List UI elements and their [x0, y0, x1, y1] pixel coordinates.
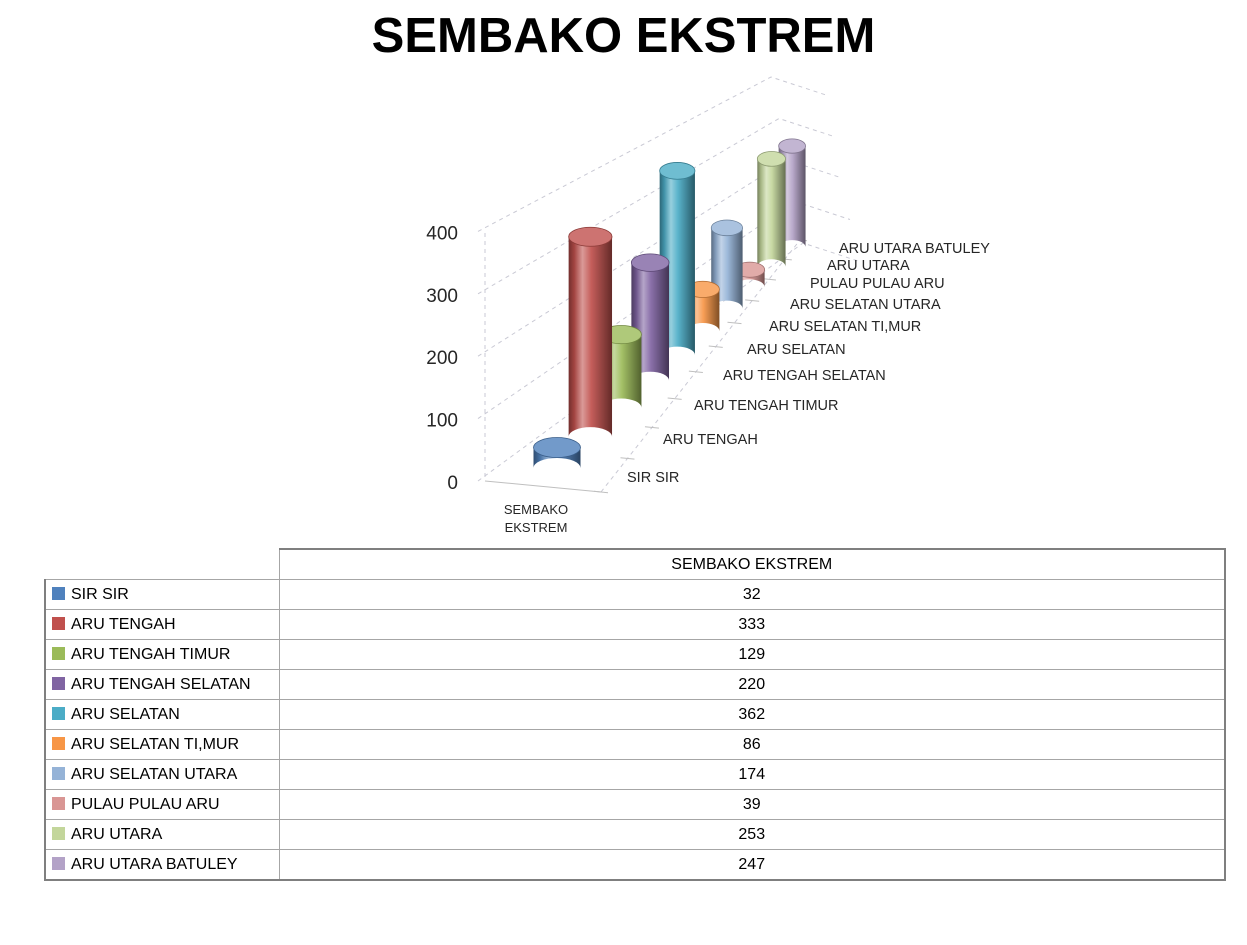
table-row: ARU TENGAH 333 — [44, 609, 1226, 640]
gridline — [477, 117, 835, 295]
tick-mark — [620, 457, 635, 460]
legend-swatch-icon — [52, 766, 65, 780]
category-label: ARU TENGAH TIMUR — [694, 398, 838, 414]
table-row: ARU UTARA 253 — [44, 819, 1226, 850]
row-label: ARU UTARA BATULEY — [71, 855, 238, 873]
gridline — [477, 76, 827, 232]
row-label: SIR SIR — [71, 585, 129, 603]
category-label: PULAU PULAU ARU — [810, 276, 945, 292]
row-value: 86 — [278, 729, 1226, 760]
row-label: ARU TENGAH SELATAN — [71, 675, 251, 693]
category-label: ARU UTARA — [827, 258, 910, 274]
table-row: ARU SELATAN 362 — [44, 699, 1226, 730]
row-label: ARU UTARA — [71, 825, 163, 843]
row-value: 333 — [278, 609, 1226, 640]
category-label: ARU SELATAN UTARA — [790, 297, 941, 313]
row-value: 174 — [278, 759, 1226, 790]
table-row: SIR SIR 32 — [44, 579, 1226, 610]
table-row: ARU UTARA BATULEY 247 — [44, 849, 1226, 881]
legend-swatch-icon — [52, 676, 65, 690]
y-axis-label: 200 — [426, 348, 458, 369]
table-row: ARU SELATAN TI,MUR 86 — [44, 729, 1226, 760]
row-label-cell: ARU TENGAH SELATAN — [44, 669, 280, 700]
row-label-cell: ARU UTARA — [44, 819, 280, 850]
legend-swatch-icon — [52, 736, 65, 750]
category-axis-line — [600, 239, 801, 493]
row-label: ARU SELATAN — [71, 705, 180, 723]
cylinder-top — [778, 138, 806, 154]
tick-mark — [727, 321, 742, 325]
table-corner-cell — [45, 549, 279, 580]
data-table: SEMBAKO EKSTREM SIR SIR 32 ARU TENGAH 333 AR… — [44, 548, 1226, 881]
row-value: 362 — [278, 699, 1226, 730]
row-value: 129 — [278, 639, 1226, 670]
legend-swatch-icon — [52, 856, 65, 870]
cylinder-top — [533, 437, 581, 458]
category-label: SIR SIR — [627, 470, 679, 486]
bar-chart-3d: 0 100 200 300 400 SIR SIR ARU TENGAH ARU TENGAH… — [426, 76, 990, 535]
cylinder-top — [568, 226, 613, 247]
row-value: 220 — [278, 669, 1226, 700]
row-value: 247 — [278, 849, 1226, 881]
legend-swatch-icon — [52, 706, 65, 720]
y-axis-label: 300 — [426, 286, 458, 307]
chart-title: SEMBAKO EKSTREM — [371, 9, 876, 63]
cylinder-top — [659, 162, 696, 180]
table-header-cell: SEMBAKO EKSTREM — [278, 548, 1226, 580]
table-row: ARU TENGAH TIMUR 129 — [44, 639, 1226, 670]
category-label: ARU SELATAN TI,MUR — [769, 319, 921, 335]
y-axis-label: 100 — [426, 411, 458, 432]
row-label: ARU SELATAN TI,MUR — [71, 735, 240, 753]
cylinder-top — [710, 219, 743, 237]
tick-mark — [667, 397, 682, 400]
category-label: ARU UTARA BATULEY — [839, 241, 990, 257]
row-label-cell: ARU UTARA BATULEY — [44, 849, 280, 881]
legend-swatch-icon — [52, 616, 65, 630]
category-label: ARU SELATAN — [747, 342, 846, 358]
row-value: 32 — [278, 579, 1226, 610]
category-label: ARU TENGAH SELATAN — [723, 368, 886, 384]
tick-mark — [644, 426, 659, 429]
row-label: ARU SELATAN UTARA — [71, 765, 238, 783]
tick-mark — [708, 345, 723, 348]
table-row: ARU SELATAN UTARA 174 — [44, 759, 1226, 790]
legend-swatch-icon — [52, 796, 65, 810]
row-value: 39 — [278, 789, 1226, 820]
row-label: ARU TENGAH — [71, 615, 176, 633]
cylinder-top — [630, 253, 670, 272]
row-label-cell: SIR SIR — [44, 579, 280, 610]
row-label-cell: ARU TENGAH TIMUR — [44, 639, 280, 670]
cylinder-bar — [757, 158, 786, 267]
cylinder-bar — [568, 236, 613, 437]
y-axis-label: 400 — [426, 223, 458, 244]
row-value: 253 — [278, 819, 1226, 850]
table-header-row: SEMBAKO EKSTREM — [45, 548, 1226, 580]
row-label-cell: ARU SELATAN — [44, 699, 280, 730]
tick-mark — [688, 370, 703, 374]
x-axis-label: SEMBAKO EKSTREM — [504, 502, 568, 535]
table-row: PULAU PULAU ARU 39 — [44, 789, 1226, 820]
category-label: ARU TENGAH — [663, 432, 758, 448]
row-label: ARU TENGAH TIMUR — [71, 645, 231, 663]
tick-mark — [745, 299, 760, 302]
tick-mark — [593, 490, 609, 494]
row-label-cell: ARU SELATAN TI,MUR — [44, 729, 280, 760]
row-label-cell: ARU SELATAN UTARA — [44, 759, 280, 790]
table-row: ARU TENGAH SELATAN 220 — [44, 669, 1226, 700]
row-label: PULAU PULAU ARU — [71, 795, 220, 813]
legend-swatch-icon — [52, 826, 65, 840]
row-label-cell: ARU TENGAH — [44, 609, 280, 640]
floor-front-edge — [484, 480, 602, 493]
legend-swatch-icon — [52, 586, 65, 600]
row-label-cell: PULAU PULAU ARU — [44, 789, 280, 820]
legend-swatch-icon — [52, 646, 65, 660]
cylinder-top — [756, 151, 786, 167]
y-axis-label: 0 — [447, 473, 458, 494]
